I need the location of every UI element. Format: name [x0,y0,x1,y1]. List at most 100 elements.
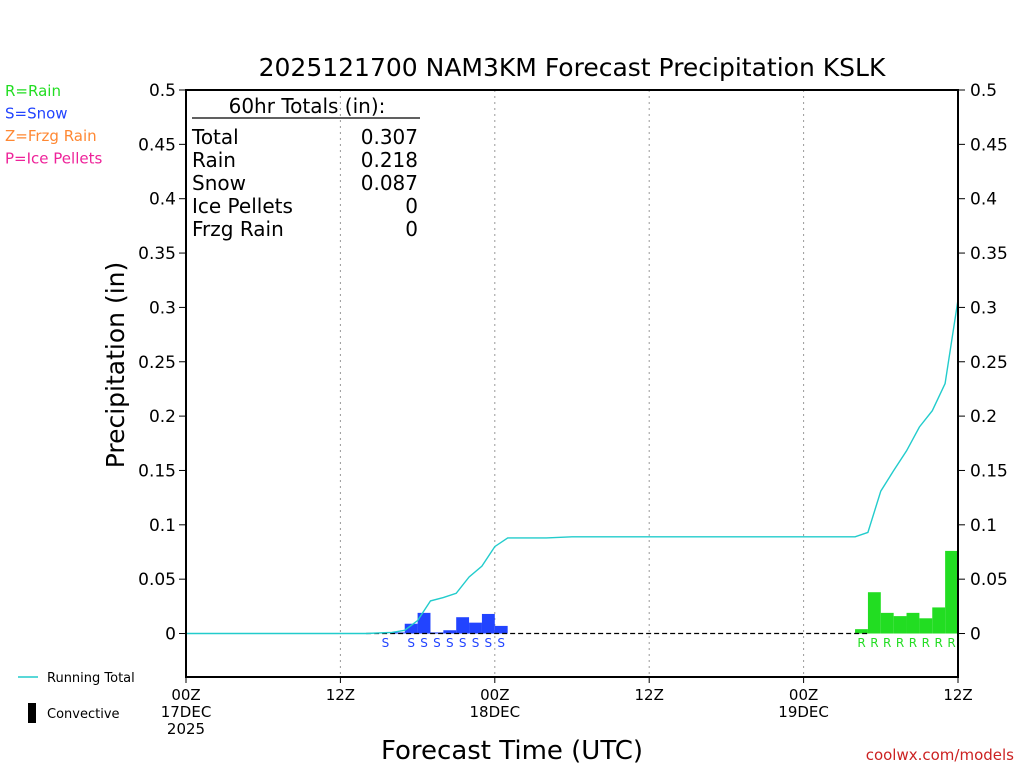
snow-marker: S [472,636,480,650]
y-tick-label-left: 0.25 [138,353,176,373]
running-total-layer [186,299,959,635]
totals-row-label: Frzg Rain [192,217,284,241]
rain-marker: R [896,636,904,650]
y-tick-label-left: 0.4 [149,190,176,210]
totals-box: 60hr Totals (in): Total 0.307 Rain 0.218 Snow… [191,94,420,241]
y-tick-label-left: 0.1 [149,516,176,536]
rain-marker: R [870,636,878,650]
y-tick-label-right: 0.35 [970,244,1008,264]
rain-bar [855,629,868,634]
snow-bar [404,623,418,634]
grid-lines [339,90,805,677]
rain-bar [945,550,958,634]
x-tick-label: 00Z [480,686,509,704]
totals-row-label: Ice Pellets [192,194,293,218]
snow-marker: S [420,636,428,650]
convective-legend-swatch [28,703,36,723]
x-tick-label: 00Z [789,686,818,704]
y-tick-label-right: 0.2 [970,407,997,427]
rain-bar [880,612,894,634]
y-tick-label-left: 0.2 [149,407,176,427]
snow-bar [469,622,482,634]
y-tick-label-right: 0 [970,625,981,645]
y-tick-label-left: 0.3 [149,298,176,318]
rain-bar [932,607,946,634]
y-tick-label-right: 0.05 [970,570,1008,590]
rain-marker: R [883,636,891,650]
rain-marker: R [922,636,930,650]
ptype-legend-entry: P=Ice Pellets [5,150,102,168]
y-axis-label: Precipitation (in) [101,262,130,469]
rain-marker: R [857,636,865,650]
running-total-line [186,299,959,635]
rain-bar [906,612,920,634]
running-total-legend-label: Running Total [47,671,135,686]
plot-frame [185,89,959,678]
rain-bar [893,616,907,634]
totals-row-value: 0 [405,194,418,218]
ptype-legend: R=Rain S=Snow Z=Frzg Rain P=Ice Pellets [5,82,102,168]
y-tick-label-left: 0 [165,625,176,645]
plot-border [185,89,959,678]
snow-marker: S [446,636,454,650]
totals-row-label: Total [191,125,239,149]
x-tick-label: 12Z [943,686,972,704]
y-tick-label-right: 0.15 [970,461,1008,481]
snow-bar [417,612,431,634]
snow-marker: S [407,636,415,650]
totals-row-value: 0.307 [361,125,418,149]
y-tick-label-right: 0.1 [970,516,997,536]
snow-marker: S [485,636,493,650]
snow-bar [481,613,495,634]
convective-legend-label: Convective [47,707,120,722]
totals-row-value: 0 [405,217,418,241]
rain-bar [867,592,881,634]
bars-layer [391,550,958,634]
snow-bar [430,632,444,634]
totals-row-value: 0.218 [361,148,418,172]
rain-marker: R [909,636,917,650]
y-tick-label-right: 0.25 [970,353,1008,373]
x-tick-label: 12Z [326,686,355,704]
series-legend: Running Total Convective [18,671,135,723]
snow-bar [456,617,470,634]
x-tick-label: 2025 [167,720,205,738]
snow-marker: S [497,636,505,650]
y-tick-label-right: 0.3 [970,298,997,318]
x-axis-label: Forecast Time (UTC) [381,736,643,766]
rain-marker: R [935,636,943,650]
y-tick-label-left: 0.15 [138,461,176,481]
rain-bar [919,618,933,634]
ptype-legend-entry: S=Snow [5,105,68,123]
x-tick-label: 19DEC [778,703,829,721]
y-axis-ticks: 0 00.05 0.050.1 0.10.15 0.150.2 0.20.25 0.250.… [138,81,1008,645]
snow-marker: S [459,636,467,650]
snow-marker: S [433,636,441,650]
chart-title: 2025121700 NAM3KM Forecast Precipitation… [259,53,886,82]
y-tick-label-left: 0.35 [138,244,176,264]
x-tick-label: 00Z [171,686,200,704]
totals-header: 60hr Totals (in): [229,94,386,118]
totals-row-label: Snow [192,171,246,195]
snow-bar [494,625,508,634]
ptype-legend-entry: Z=Frzg Rain [5,127,97,145]
ptype-legend-entry: R=Rain [5,82,61,100]
x-tick-label: 17DEC [161,703,212,721]
y-tick-label-right: 0.5 [970,81,997,101]
y-tick-label-left: 0.45 [138,135,176,155]
rain-marker: R [947,636,955,650]
credit-text: coolwx.com/models [865,746,1014,764]
x-tick-label: 12Z [635,686,664,704]
y-tick-label-left: 0.05 [138,570,176,590]
snow-marker: S [382,636,390,650]
totals-row-label: Rain [192,148,236,172]
x-tick-label: 18DEC [470,703,521,721]
y-tick-label-right: 0.45 [970,135,1008,155]
y-tick-label-right: 0.4 [970,190,997,210]
y-tick-label-left: 0.5 [149,81,176,101]
totals-row-value: 0.087 [361,171,418,195]
snow-bar [443,630,457,634]
